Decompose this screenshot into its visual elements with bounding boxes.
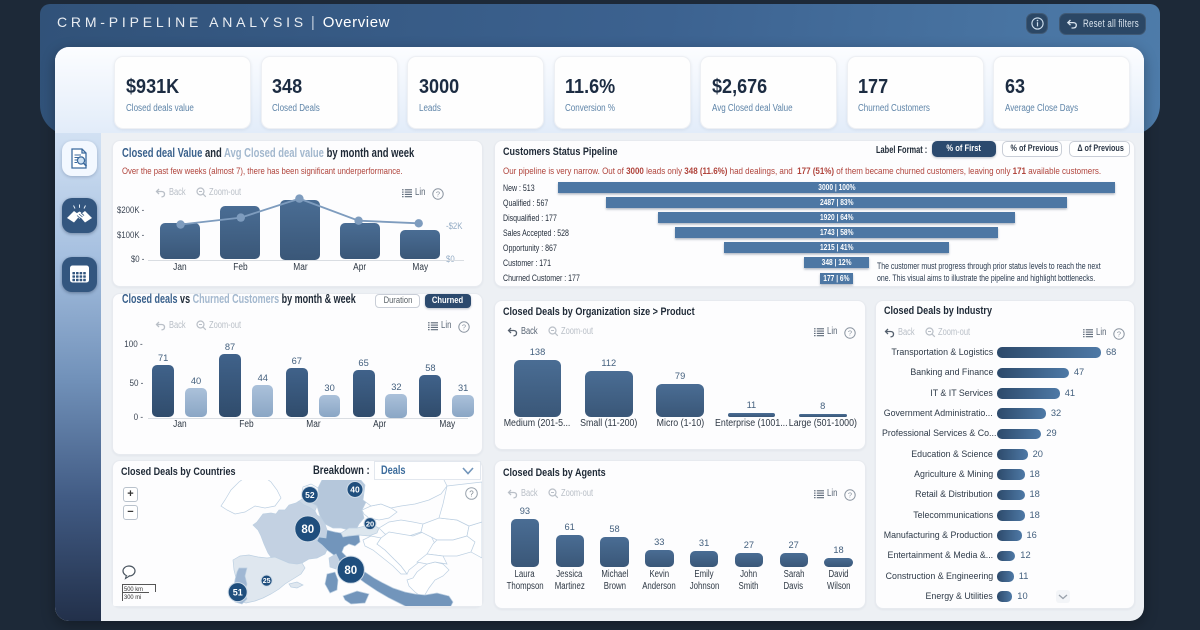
- svg-text:?: ?: [848, 328, 852, 337]
- svg-text:?: ?: [462, 322, 466, 331]
- svg-text:?: ?: [436, 189, 440, 198]
- svg-text:80: 80: [344, 565, 357, 577]
- svg-text:?: ?: [469, 489, 474, 498]
- svg-text:?: ?: [1117, 329, 1121, 338]
- svg-text:?: ?: [848, 490, 852, 499]
- svg-text:51: 51: [233, 587, 243, 597]
- svg-text:52: 52: [305, 490, 315, 500]
- svg-text:40: 40: [350, 485, 360, 495]
- svg-text:25: 25: [263, 578, 271, 585]
- svg-text:20: 20: [366, 519, 374, 528]
- svg-text:80: 80: [301, 524, 314, 536]
